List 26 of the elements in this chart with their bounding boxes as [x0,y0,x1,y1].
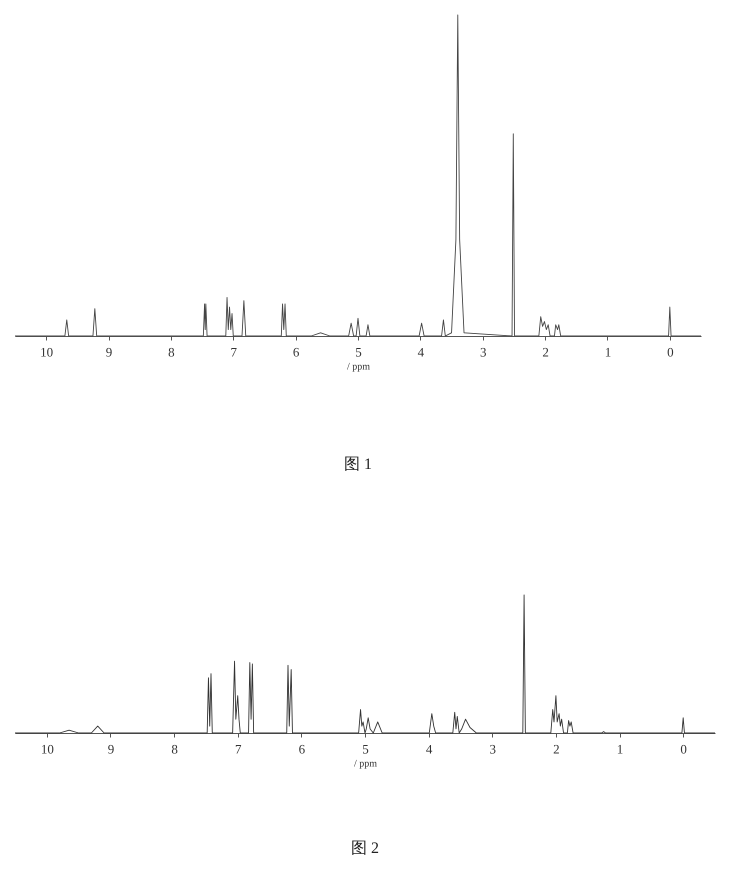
x-tick-label: 5 [355,344,362,360]
x-axis-title: / ppm [346,362,370,372]
x-tick-label: 6 [292,344,300,360]
x-tick-label: 1 [616,742,624,756]
x-tick-label: 7 [234,742,242,756]
x-tick-label: 2 [553,742,560,756]
x-tick-label: 3 [490,742,496,756]
text: 图 2 [351,840,379,857]
x-tick-label: 4 [426,742,433,756]
text: 图 1 [344,456,372,473]
x-tick-label: 9 [108,742,114,756]
x-tick-label: 2 [542,344,549,360]
x-tick-label: 8 [168,344,175,360]
x-tick-label: 1 [604,344,612,360]
x-tick-label: 9 [106,344,112,360]
x-tick-label: 6 [298,742,306,756]
x-tick-label: 10 [40,742,54,756]
x-tick-label: 10 [40,344,54,360]
x-tick-label: 5 [362,742,369,756]
x-tick-label: 8 [171,742,178,756]
x-tick-label: 0 [667,344,674,360]
x-tick-label: 7 [230,344,238,360]
x-axis-title: / ppm [354,758,378,770]
x-tick-label: 0 [680,742,687,756]
x-tick-label: 4 [418,344,425,360]
x-tick-label: 3 [480,344,486,360]
